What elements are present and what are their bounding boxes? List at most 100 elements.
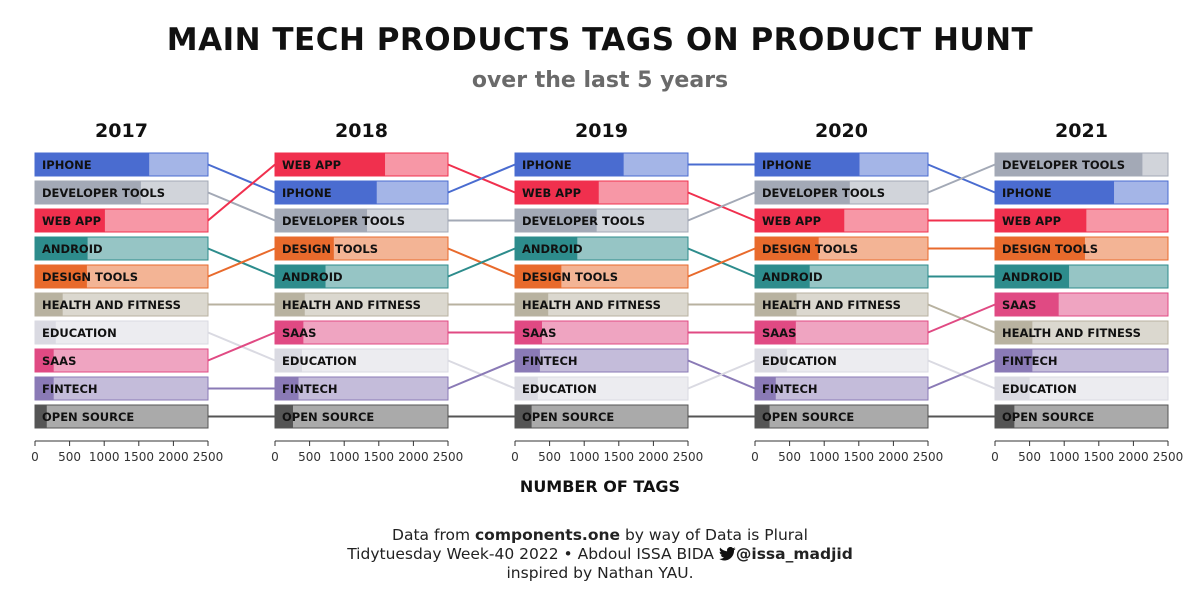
bar-row-fintech: FINTECH bbox=[754, 376, 929, 401]
tick-label: 1500 bbox=[604, 450, 635, 464]
bar-row-web-app: WEB APP bbox=[274, 152, 449, 177]
bar-value bbox=[515, 377, 538, 400]
bar-row-education: EDUCATION bbox=[274, 348, 449, 373]
bar-value bbox=[995, 265, 1070, 288]
bar-row-health-and-fitness: HEALTH AND FITNESS bbox=[514, 292, 689, 317]
year-panel-2021: 2021 DEVELOPER TOOLS IPHONE WEB APP DESIGN T… bbox=[991, 120, 1183, 464]
bar-label: SAAS bbox=[522, 326, 556, 340]
tick-label: 2000 bbox=[158, 450, 189, 464]
footer-source: Data from components.one by way of Data … bbox=[0, 526, 1200, 545]
bar-row-design-tools: DESIGN TOOLS bbox=[514, 264, 689, 289]
bar-label: DESIGN TOOLS bbox=[522, 270, 618, 284]
bar-row-web-app: WEB APP bbox=[994, 208, 1169, 233]
bar-value bbox=[755, 377, 776, 400]
bar-value bbox=[35, 405, 47, 428]
bar-value bbox=[995, 377, 1030, 400]
bar-label: IPHONE bbox=[42, 158, 92, 172]
bar-row-health-and-fitness: HEALTH AND FITNESS bbox=[994, 320, 1169, 345]
bump-line-design-tools-2017 bbox=[207, 247, 276, 278]
bar-label: WEB APP bbox=[522, 186, 581, 200]
bar-label: SAAS bbox=[42, 354, 76, 368]
bar-row-web-app: WEB APP bbox=[754, 208, 929, 233]
footer-inspired: inspired by Nathan YAU. bbox=[506, 564, 694, 582]
bar-label: OPEN SOURCE bbox=[762, 410, 854, 424]
bar-label: HEALTH AND FITNESS bbox=[282, 298, 421, 312]
bar-label: DESIGN TOOLS bbox=[1002, 242, 1098, 256]
bar-label: OPEN SOURCE bbox=[282, 410, 374, 424]
bar-value bbox=[35, 293, 63, 316]
year-label: 2017 bbox=[95, 120, 148, 142]
bump-line-saas-2020 bbox=[927, 303, 996, 334]
bar-value bbox=[515, 153, 624, 176]
bar-label: DEVELOPER TOOLS bbox=[1002, 158, 1125, 172]
bar-label: IPHONE bbox=[1002, 186, 1052, 200]
bump-line-developer-tools-2020 bbox=[927, 163, 996, 194]
tick-label: 2000 bbox=[878, 450, 909, 464]
tick-label: 500 bbox=[298, 450, 321, 464]
bar-label: HEALTH AND FITNESS bbox=[762, 298, 901, 312]
tick-label: 1000 bbox=[329, 450, 360, 464]
bar-label: ANDROID bbox=[522, 242, 583, 256]
bar-label: HEALTH AND FITNESS bbox=[42, 298, 181, 312]
bar-value bbox=[755, 237, 819, 260]
bump-line-web-app-2017 bbox=[207, 163, 276, 222]
bar-row-saas: SAAS bbox=[514, 320, 689, 345]
bar-label: ANDROID bbox=[1002, 270, 1063, 284]
bump-lines bbox=[207, 163, 996, 418]
bar-row-fintech: FINTECH bbox=[514, 348, 689, 373]
bar-value bbox=[755, 209, 845, 232]
bar-row-design-tools: DESIGN TOOLS bbox=[34, 264, 209, 289]
tick-label: 2000 bbox=[398, 450, 429, 464]
bar-value bbox=[515, 209, 597, 232]
tick-label: 0 bbox=[751, 450, 759, 464]
bar-label: ANDROID bbox=[762, 270, 823, 284]
bar-label: DESIGN TOOLS bbox=[762, 242, 858, 256]
tick-label: 2500 bbox=[673, 450, 704, 464]
bar-value bbox=[275, 349, 302, 372]
tick-label: 0 bbox=[991, 450, 999, 464]
bar-label: SAAS bbox=[1002, 298, 1036, 312]
bar-value bbox=[515, 181, 599, 204]
year-label: 2021 bbox=[1055, 120, 1108, 142]
bar-value bbox=[275, 405, 293, 428]
year-panel-2019: 2019 IPHONE WEB APP DEVELOPER TOOLS ANDROID D… bbox=[511, 120, 703, 464]
bar-value bbox=[995, 181, 1115, 204]
bar-value bbox=[515, 405, 532, 428]
bar-row-iphone: IPHONE bbox=[754, 152, 929, 177]
bar-value bbox=[275, 153, 386, 176]
bar-row-web-app: WEB APP bbox=[34, 208, 209, 233]
bar-row-developer-tools: DEVELOPER TOOLS bbox=[274, 208, 449, 233]
bar-value bbox=[35, 209, 105, 232]
bar-value bbox=[755, 293, 797, 316]
bar-row-iphone: IPHONE bbox=[994, 180, 1169, 205]
bar-value bbox=[995, 209, 1087, 232]
bar-row-open-source: OPEN SOURCE bbox=[274, 404, 449, 429]
bar-row-android: ANDROID bbox=[274, 264, 449, 289]
bump-line-education-2019 bbox=[687, 359, 756, 390]
tick-label: 2000 bbox=[638, 450, 669, 464]
bar-row-health-and-fitness: HEALTH AND FITNESS bbox=[274, 292, 449, 317]
footer-source-prefix: Data from bbox=[392, 526, 475, 544]
bar-value bbox=[755, 321, 796, 344]
bar-label: WEB APP bbox=[762, 214, 821, 228]
bar-value bbox=[275, 321, 304, 344]
bar-row-android: ANDROID bbox=[34, 236, 209, 261]
bar-row-open-source: OPEN SOURCE bbox=[34, 404, 209, 429]
bump-line-iphone-2018 bbox=[447, 163, 516, 194]
bar-label: FINTECH bbox=[522, 354, 578, 368]
bar-value bbox=[995, 321, 1033, 344]
tick-label: 0 bbox=[31, 450, 39, 464]
bar-label: FINTECH bbox=[282, 382, 338, 396]
tick-label: 1500 bbox=[364, 450, 395, 464]
bar-value bbox=[755, 265, 810, 288]
tick-label: 1500 bbox=[124, 450, 155, 464]
bar-row-design-tools: DESIGN TOOLS bbox=[274, 236, 449, 261]
bar-value bbox=[755, 153, 860, 176]
bar-value bbox=[515, 349, 540, 372]
bar-label: EDUCATION bbox=[1002, 382, 1077, 396]
bar-value bbox=[995, 349, 1033, 372]
bar-label: ANDROID bbox=[282, 270, 343, 284]
bar-label: ANDROID bbox=[42, 242, 103, 256]
bar-label: WEB APP bbox=[1002, 214, 1061, 228]
